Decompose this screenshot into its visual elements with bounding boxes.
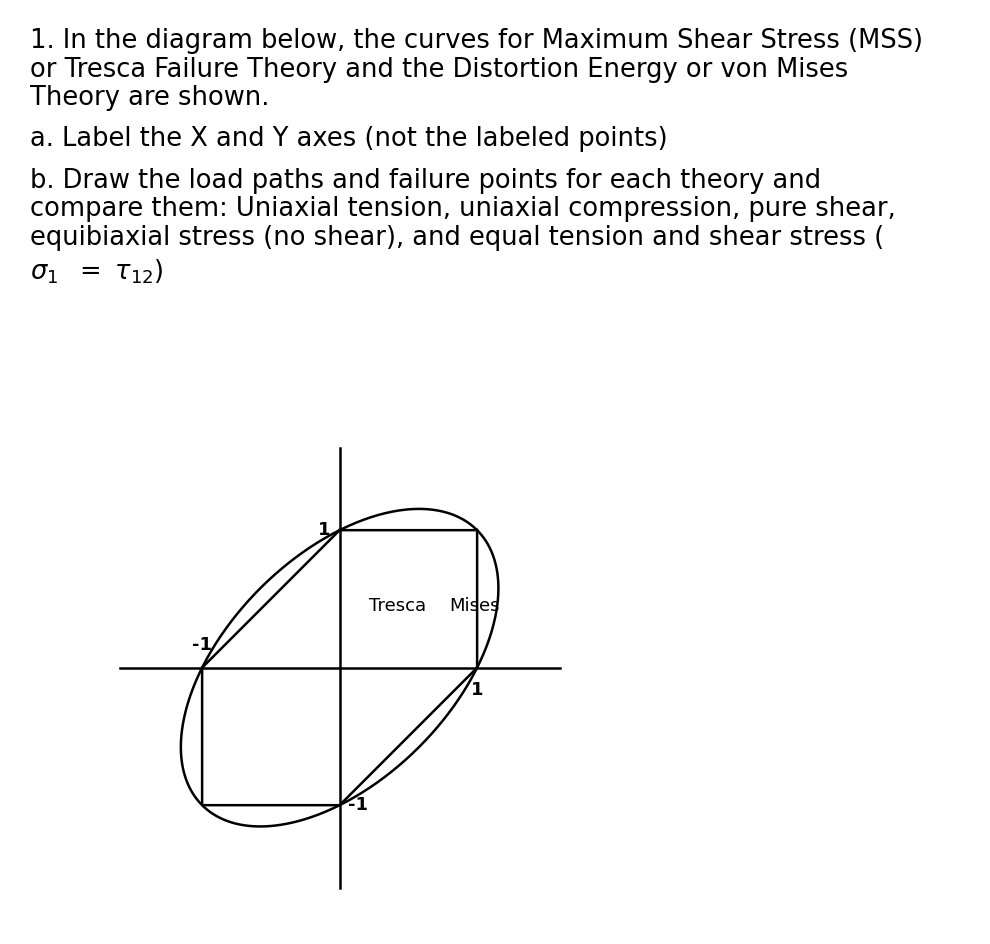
Text: a. Label the X and Y axes (not the labeled points): a. Label the X and Y axes (not the label… [30,126,667,153]
Text: b. Draw the load paths and failure points for each theory and: b. Draw the load paths and failure point… [30,168,821,194]
Text: Mises: Mises [449,597,500,615]
Text: 1: 1 [318,521,330,539]
Text: -1: -1 [347,796,368,814]
Text: -1: -1 [192,636,212,654]
Text: Theory are shown.: Theory are shown. [30,85,269,111]
Text: 1: 1 [471,682,483,700]
Text: $\sigma_1$  $=$ $\tau_{12}$): $\sigma_1$ $=$ $\tau_{12}$) [30,258,163,286]
Text: Tresca: Tresca [369,597,426,615]
Text: compare them: Uniaxial tension, uniaxial compression, pure shear,: compare them: Uniaxial tension, uniaxial… [30,196,895,223]
Text: equibiaxial stress (no shear), and equal tension and shear stress (: equibiaxial stress (no shear), and equal… [30,225,884,251]
Text: or Tresca Failure Theory and the Distortion Energy or von Mises: or Tresca Failure Theory and the Distort… [30,57,848,83]
Text: 1. In the diagram below, the curves for Maximum Shear Stress (MSS): 1. In the diagram below, the curves for … [30,28,923,55]
